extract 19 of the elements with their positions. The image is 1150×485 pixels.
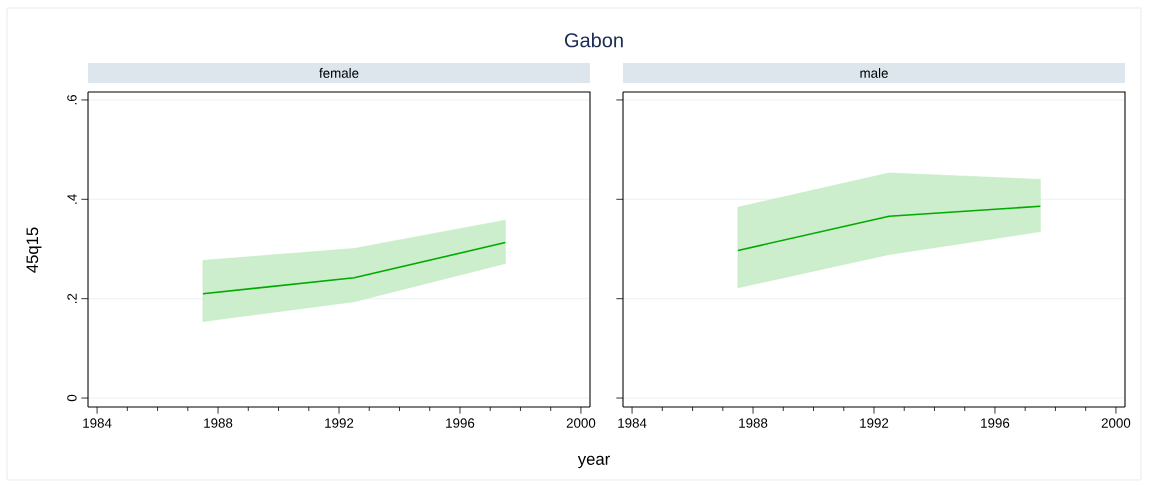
x-tick-label: 1992 bbox=[325, 418, 354, 428]
y-tick-label: .6 bbox=[67, 94, 77, 105]
y-axis-title: 45q15 bbox=[26, 227, 42, 273]
x-axis-title: year bbox=[577, 455, 610, 469]
x-tick-label: 1984 bbox=[83, 418, 112, 428]
chart-subtitle: female bbox=[319, 68, 359, 78]
chart-subtitle: male bbox=[860, 68, 888, 78]
chart-title: Gabon bbox=[564, 32, 623, 48]
x-tick-label: 1984 bbox=[618, 418, 647, 428]
y-tick-label: 0 bbox=[67, 394, 77, 402]
x-tick-label: 1988 bbox=[739, 418, 768, 428]
x-tick-label: 2000 bbox=[1101, 418, 1131, 428]
y-tick-label: .2 bbox=[67, 293, 77, 304]
x-tick-label: 1996 bbox=[446, 418, 475, 428]
x-tick-label: 2000 bbox=[566, 418, 596, 428]
x-tick-label: 1996 bbox=[981, 418, 1010, 428]
x-tick-label: 1992 bbox=[860, 418, 889, 428]
y-tick-label: .4 bbox=[67, 194, 77, 204]
x-tick-label: 1988 bbox=[204, 418, 233, 428]
